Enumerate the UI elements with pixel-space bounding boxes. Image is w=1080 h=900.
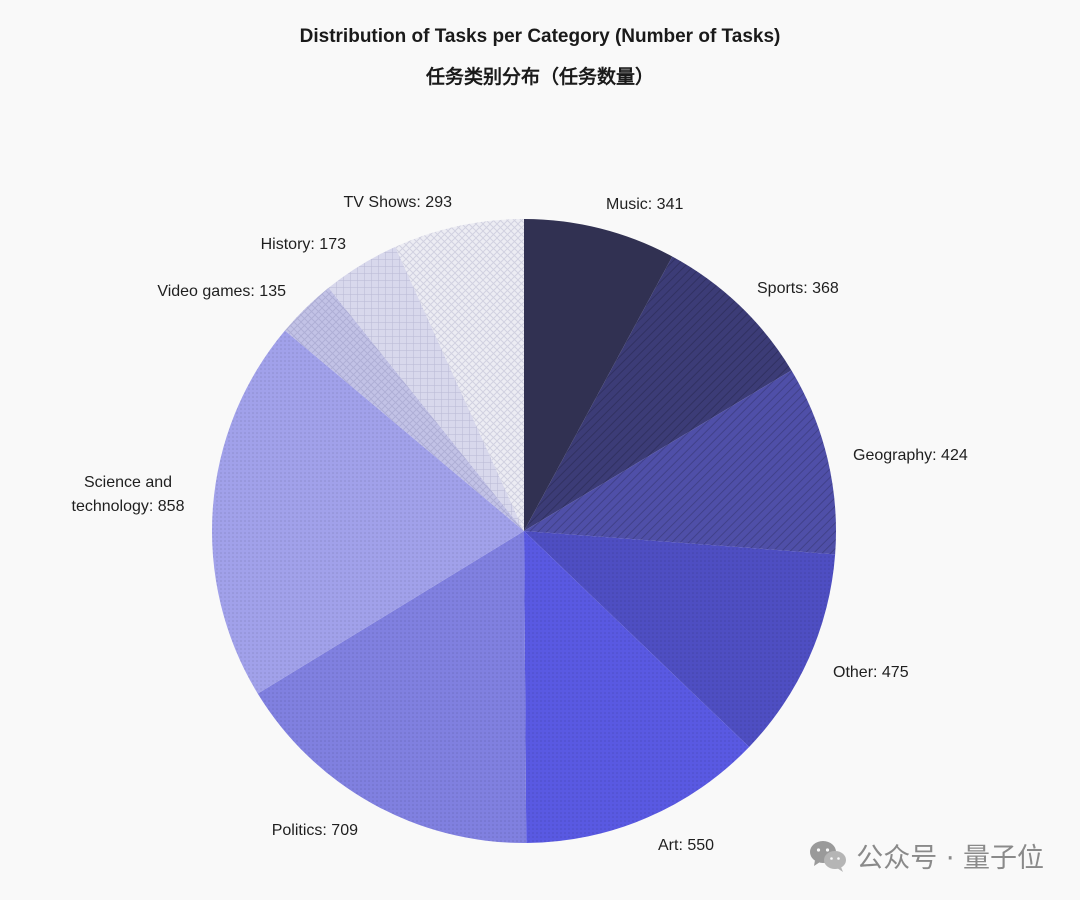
pie-slice-texture-sports (524, 256, 792, 531)
pie-slice-texture-art (524, 531, 750, 843)
pie-slice-music (524, 219, 673, 531)
pie-slice-texture-politics (257, 531, 527, 843)
label-video-games: Video games: 135 (157, 283, 286, 300)
watermark-text: 公众号 · 量子位 (856, 843, 1044, 874)
wechat-icon (810, 840, 847, 872)
watermark: 公众号 · 量子位 (808, 836, 1044, 875)
label-politics: Politics: 709 (272, 822, 358, 839)
label-science-line2: technology: 858 (72, 498, 185, 515)
label-other: Other: 475 (833, 664, 909, 681)
pie-slice-texture-history (328, 246, 524, 532)
label-tv-shows: TV Shows: 293 (344, 194, 453, 211)
label-music: Music: 341 (606, 196, 683, 213)
pie-slice-texture-tv-shows (395, 219, 524, 531)
chart-subtitle: 任务类别分布（任务数量） (425, 66, 654, 88)
label-science-line1: Science and (84, 474, 172, 491)
chart-title: Distribution of Tasks per Category (Numb… (299, 26, 781, 47)
pie-slice-texture-science-and-technology (211, 330, 525, 694)
pie-slice-texture-geography (524, 370, 836, 555)
pie-slice-texture-other (524, 531, 836, 748)
label-history: History: 173 (261, 236, 346, 253)
label-geography: Geography: 424 (853, 447, 968, 464)
label-art: Art: 550 (658, 837, 714, 854)
label-sports: Sports: 368 (757, 280, 839, 297)
pie-slice-texture-video-games (284, 287, 524, 531)
